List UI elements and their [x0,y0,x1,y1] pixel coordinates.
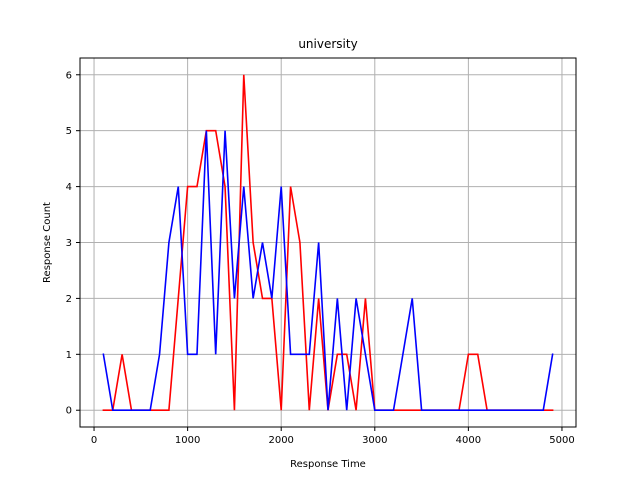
y-tick-label: 1 [66,350,72,361]
x-tick-label: 0 [91,435,97,446]
x-tick-label: 4000 [456,435,481,446]
y-tick-label: 2 [66,294,72,305]
y-tick-label: 4 [66,182,72,193]
x-tick-label: 1000 [175,435,200,446]
series-group [102,74,554,412]
chart-title: university [298,37,357,51]
x-tick-label: 3000 [362,435,387,446]
x-axis-label: Response Time [290,459,366,470]
x-tick-label: 2000 [268,435,293,446]
x-axis: 0 1000 2000 3000 4000 5000 [91,427,575,446]
y-axis-label: Response Count [42,202,53,283]
y-tick-label: 6 [66,70,72,81]
y-tick-label: 5 [66,126,72,137]
series-line-2 [102,130,554,412]
x-tick-label: 5000 [549,435,574,446]
y-axis: 0 1 2 3 4 5 6 [66,70,80,417]
y-tick-label: 0 [66,406,72,417]
y-tick-label: 3 [66,238,72,249]
